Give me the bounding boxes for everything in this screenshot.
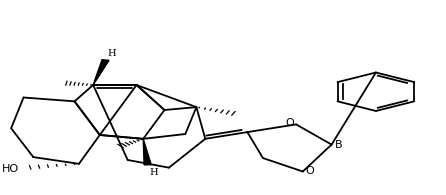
Text: H: H <box>150 168 158 177</box>
Text: B: B <box>335 140 343 150</box>
Text: HO: HO <box>2 164 19 174</box>
Polygon shape <box>143 139 151 165</box>
Polygon shape <box>93 60 109 85</box>
Text: H: H <box>108 49 116 58</box>
Text: O: O <box>305 166 314 176</box>
Text: O: O <box>285 118 294 129</box>
